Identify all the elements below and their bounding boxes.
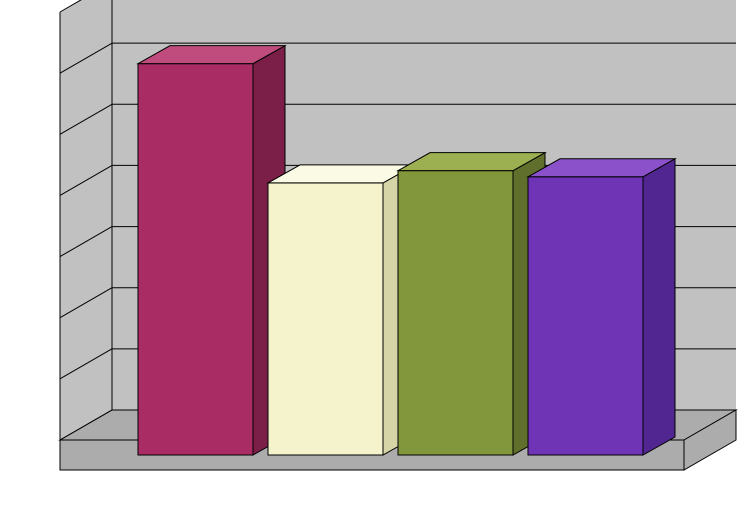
- bar-chart-3d: [0, 0, 738, 516]
